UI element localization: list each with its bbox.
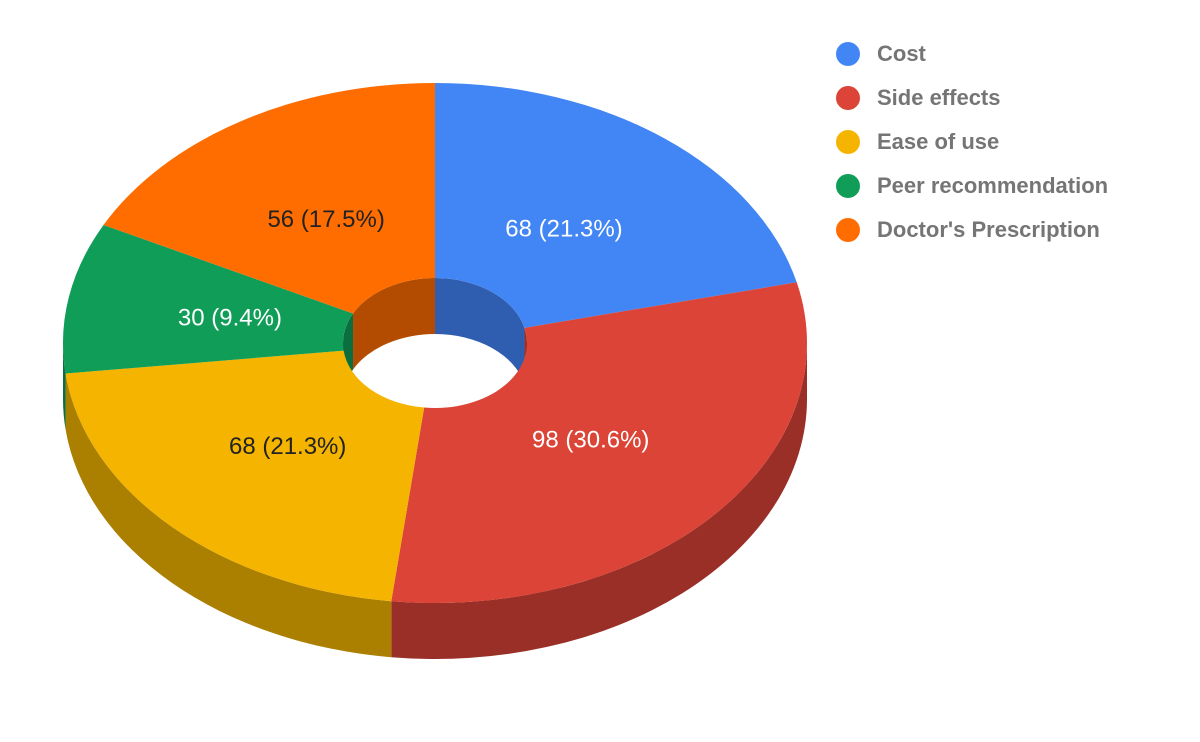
legend-marker: [836, 174, 860, 198]
legend-marker: [836, 130, 860, 154]
side-wall-peer-recommendation: [63, 343, 66, 430]
chart-legend: Cost Side effects Ease of use Peer recommen…: [836, 32, 1108, 252]
slice-side-effects: [391, 282, 807, 603]
chart-3d-sides: [63, 343, 807, 660]
slice-cost: [435, 83, 797, 328]
inner-wall-doctor-s-prescription-b: [353, 278, 435, 370]
legend-marker: [836, 42, 860, 66]
chart-data-labels: 68 (21.3%) 98 (30.6%) 68 (21.3%) 30 (9.4%) 5…: [178, 206, 650, 460]
data-label-peer-recommendation: 30 (9.4%): [178, 304, 282, 331]
legend-label: Peer recommendation: [877, 173, 1109, 198]
data-label-doctor-s-prescription: 56 (17.5%): [267, 206, 384, 233]
legend-item-ease-of-use: Ease of use: [836, 120, 1108, 164]
slice-doctor-s-prescription: [103, 83, 436, 314]
data-label-cost: 68 (21.3%): [505, 216, 622, 243]
chart-slices: [63, 83, 807, 603]
side-wall-ease-of-use: [65, 373, 392, 658]
legend-label: Cost: [877, 41, 926, 66]
slice-peer-recommendation: [63, 224, 354, 374]
legend-marker: [836, 86, 860, 110]
legend-item-peer-recommendation: Peer recommendation: [836, 164, 1108, 208]
legend-item-cost: Cost: [836, 32, 1108, 76]
slice-ease-of-use: [65, 350, 425, 602]
data-label-ease-of-use: 68 (21.3%): [229, 433, 346, 460]
legend-item-side-effects: Side effects: [836, 76, 1108, 120]
legend-label: Ease of use: [877, 129, 1000, 154]
side-wall-side-effects: [391, 343, 807, 660]
legend-marker: [836, 218, 860, 242]
data-label-side-effects: 98 (30.6%): [532, 427, 649, 454]
legend-label: Doctor's Prescription: [877, 217, 1100, 242]
legend-label: Side effects: [877, 85, 1001, 110]
inner-wall-cost: [435, 278, 525, 384]
legend-item-doctor-s-prescription: Doctor's Prescription: [836, 208, 1108, 252]
